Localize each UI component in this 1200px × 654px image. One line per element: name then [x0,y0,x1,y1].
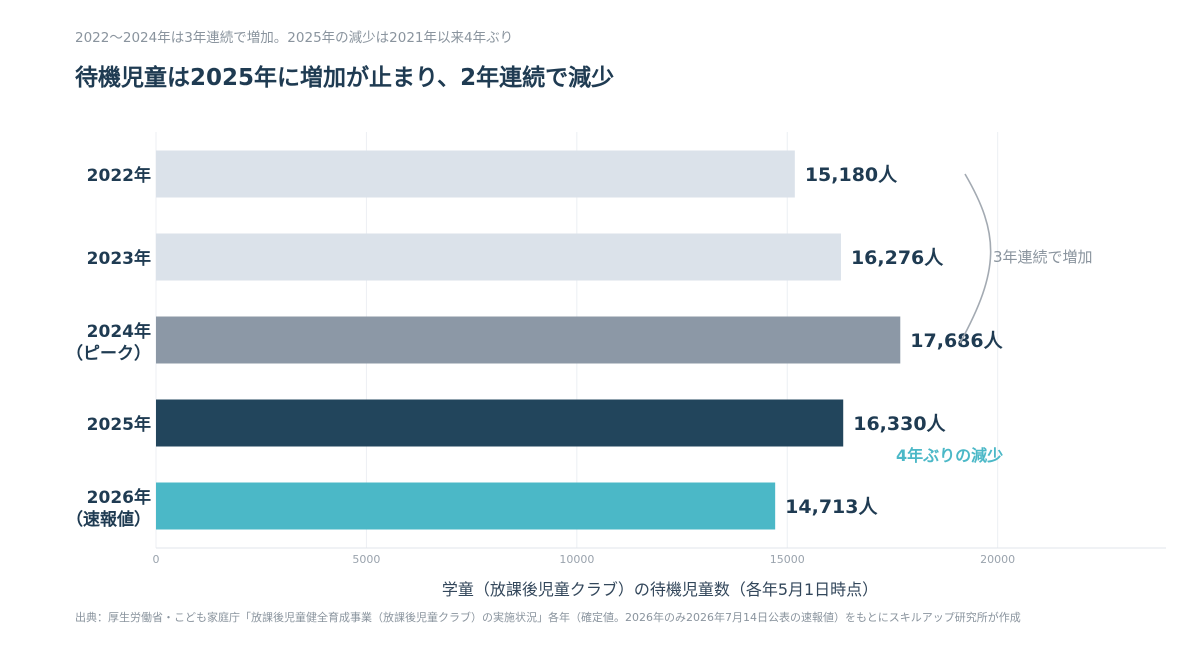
category-label: 2025年 [87,414,151,435]
data-label: 16,276人 [851,247,944,269]
data-label: 16,330人 [853,413,946,435]
increase-bracket [959,173,992,344]
data-label: 14,713人 [785,496,878,518]
bar [156,399,844,447]
chart-title: 待機児童は2025年に増加が止まり、2年連続で減少 [75,65,615,91]
category-label-line: （速報値） [66,509,151,530]
category-label-line: （ピーク） [66,343,151,364]
chart-subtitle: 2022〜2024年は3年連続で増加。2025年の減少は2021年以来4年ぶり [75,30,514,46]
category-label: 2022年 [87,165,151,186]
x-tick-label: 20000 [980,553,1015,566]
category-label-line: 2025年 [87,414,151,435]
category-label: 2023年 [87,248,151,269]
bar [156,316,901,364]
bar [156,150,795,198]
x-tick-label: 15000 [770,553,805,566]
x-tick-label: 10000 [559,553,594,566]
category-label-line: 2023年 [87,248,151,269]
category-label-line: 2024年 [87,321,151,342]
x-axis-label: 学童（放課後児童クラブ）の待機児童数（各年5月1日時点） [441,580,879,599]
data-label: 15,180人 [805,164,898,186]
category-label-line: 2026年 [87,487,151,508]
category-label: 2024年（ピーク） [66,321,151,364]
category-label-line: 2022年 [87,165,151,186]
bar [156,233,841,281]
bar [156,482,776,530]
category-label: 2026年（速報値） [66,487,151,530]
decrease-annotation: 4年ぶりの減少 [896,446,1003,465]
x-tick-label: 5000 [352,553,380,566]
increase-annotation: 3年連続で増加 [993,248,1093,266]
x-tick-label: 0 [153,553,160,566]
source-note: 出典：厚生労働省・こども家庭庁「放課後児童健全育成事業（放課後児童クラブ）の実施… [75,611,1021,624]
data-label: 17,686人 [910,330,1003,352]
